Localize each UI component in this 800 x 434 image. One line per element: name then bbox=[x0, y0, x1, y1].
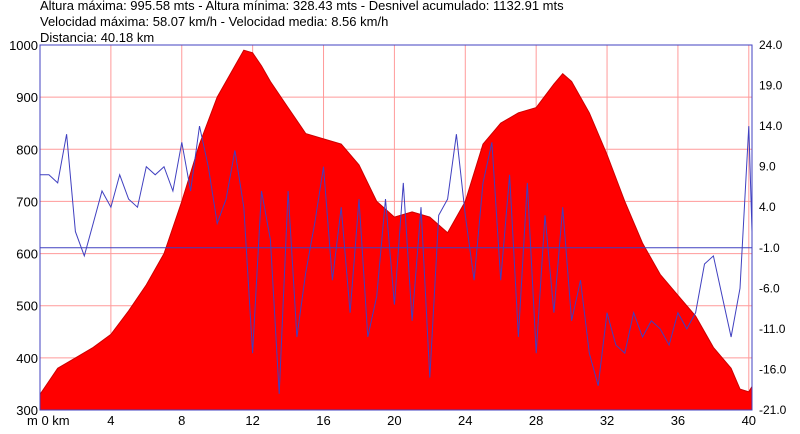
y-right-tick-label: 9.0 bbox=[759, 160, 776, 174]
y-right-tick-label: -1.0 bbox=[759, 241, 780, 255]
chart-header: Altura máxima: 995.58 mts - Altura mínim… bbox=[40, 0, 564, 46]
y-right-tick-label: 24.0 bbox=[759, 38, 783, 52]
x-tick-label: 12 bbox=[245, 413, 259, 428]
y-right-tick-label: 19.0 bbox=[759, 79, 783, 93]
y-right-tick-label: 4.0 bbox=[759, 200, 776, 214]
y-right-tick-label: -21.0 bbox=[759, 403, 787, 417]
x-tick-label: 36 bbox=[671, 413, 685, 428]
x-axis-ticks: m 0 km 4 8 12 16 20 24 28 32 36 40 bbox=[27, 413, 756, 428]
y-right-tick-label: 14.0 bbox=[759, 119, 783, 133]
y-right-tick-label: -6.0 bbox=[759, 281, 780, 295]
x-tick-label: 8 bbox=[178, 413, 185, 428]
plot-frame bbox=[39, 44, 753, 411]
y-left-tick-label: 500 bbox=[16, 299, 38, 314]
header-altitude-summary: Altura máxima: 995.58 mts - Altura mínim… bbox=[40, 0, 564, 13]
altitude-area bbox=[39, 49, 753, 411]
y-left-tick-label: 700 bbox=[16, 194, 38, 209]
x-tick-label: 20 bbox=[387, 413, 401, 428]
y-left-tick-label: 300 bbox=[16, 403, 38, 418]
header-distance: Distancia: 40.18 km bbox=[40, 30, 155, 45]
y-left-axis-ticks: 300 400 500 600 700 800 900 1000 bbox=[9, 38, 38, 418]
x-tick-label: 40 bbox=[742, 413, 756, 428]
y-right-tick-label: -11.0 bbox=[759, 322, 786, 336]
header-speed-summary: Velocidad máxima: 58.07 km/h - Velocidad… bbox=[40, 14, 389, 29]
plot-area bbox=[39, 44, 753, 411]
x-tick-label: 24 bbox=[458, 413, 472, 428]
x-tick-label: 16 bbox=[316, 413, 330, 428]
y-left-tick-label: 1000 bbox=[9, 38, 38, 53]
y-right-tick-label: -16.0 bbox=[759, 362, 787, 376]
x-tick-label: m 0 km bbox=[27, 413, 70, 428]
x-tick-label: 28 bbox=[529, 413, 543, 428]
y-left-tick-label: 400 bbox=[16, 351, 38, 366]
x-tick-label: 32 bbox=[600, 413, 614, 428]
speed-line bbox=[40, 125, 753, 394]
y-right-axis-ticks: -21.0 -16.0 -11.0 -6.0 -1.0 4.0 9.0 14.0 19.0 24.… bbox=[759, 38, 787, 417]
y-left-tick-label: 900 bbox=[16, 90, 38, 105]
x-tick-label: 4 bbox=[107, 413, 114, 428]
y-left-tick-label: 600 bbox=[16, 247, 38, 262]
y-left-tick-label: 800 bbox=[16, 142, 38, 157]
